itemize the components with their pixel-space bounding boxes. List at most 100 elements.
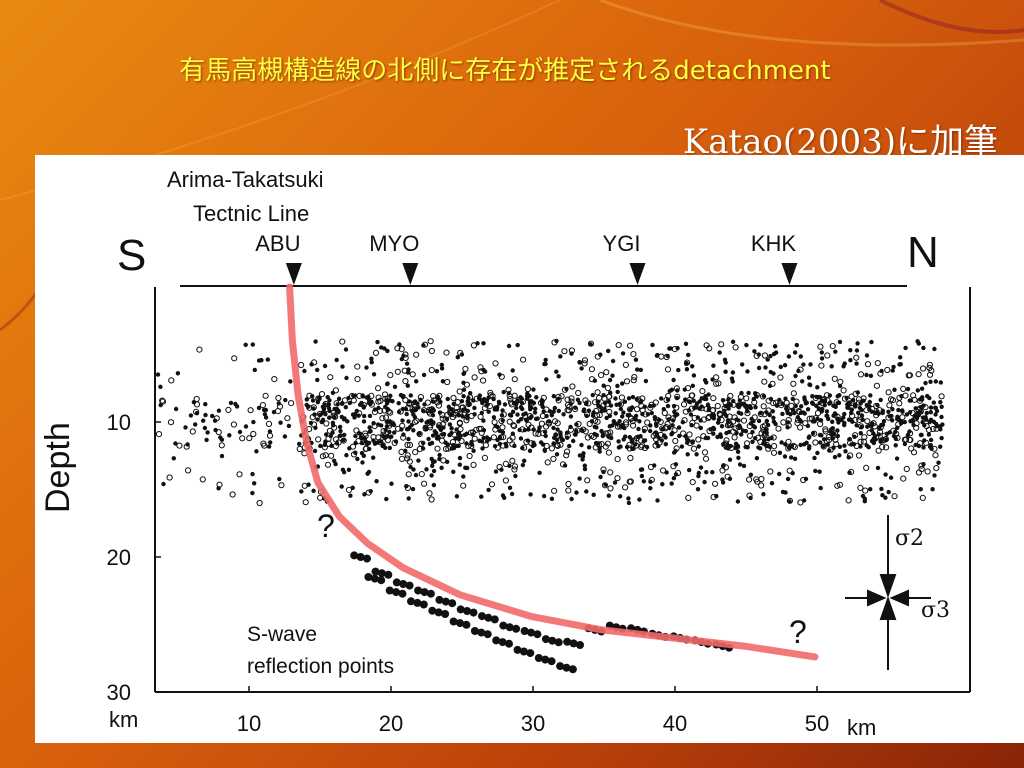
seismicity-point bbox=[520, 445, 525, 451]
seismicity-point bbox=[792, 350, 798, 355]
seismicity-point bbox=[658, 396, 664, 401]
seismicity-point bbox=[481, 454, 488, 461]
seismicity-point bbox=[588, 376, 596, 383]
reflection-point bbox=[469, 608, 478, 617]
seismicity-point bbox=[404, 441, 411, 449]
seismicity-point bbox=[638, 434, 643, 439]
seismicity-point bbox=[790, 380, 797, 387]
reflection-label-line2: reflection points bbox=[247, 655, 394, 678]
seismicity-point bbox=[701, 449, 709, 456]
seismicity-point bbox=[785, 425, 790, 430]
seismicity-point bbox=[608, 435, 614, 441]
seismicity-point bbox=[790, 390, 797, 397]
seismicity-point bbox=[213, 427, 218, 433]
seismicity-point bbox=[554, 369, 559, 374]
seismicity-point bbox=[635, 396, 642, 403]
seismicity-point bbox=[565, 487, 572, 494]
seismicity-point bbox=[857, 371, 865, 378]
seismicity-point bbox=[584, 400, 589, 405]
seismicity-point bbox=[586, 420, 593, 427]
seismicity-point bbox=[859, 407, 864, 413]
seismicity-point bbox=[727, 392, 734, 400]
seismicity-point bbox=[574, 422, 579, 427]
seismicity-point bbox=[799, 379, 805, 384]
seismicity-point bbox=[322, 363, 328, 369]
seismicity-point bbox=[252, 367, 258, 373]
seismicity-point bbox=[405, 471, 412, 478]
reflection-point bbox=[520, 627, 529, 635]
seismicity-point bbox=[506, 343, 512, 349]
seismicity-point bbox=[614, 456, 621, 463]
seismicity-point bbox=[455, 436, 460, 441]
reflection-point bbox=[426, 589, 435, 598]
seismicity-point bbox=[610, 358, 616, 364]
reflection-point bbox=[576, 641, 584, 649]
seismicity-point bbox=[475, 341, 480, 346]
seismicity-point bbox=[916, 341, 921, 346]
seismicity-point bbox=[798, 404, 804, 409]
seismicity-point bbox=[915, 371, 922, 378]
seismicity-point bbox=[531, 387, 536, 392]
seismicity-point bbox=[634, 367, 640, 372]
seismicity-point bbox=[379, 423, 384, 428]
seismicity-point bbox=[327, 374, 334, 381]
seismicity-point bbox=[889, 418, 895, 423]
seismicity-point bbox=[698, 425, 703, 431]
seismicity-point bbox=[623, 378, 631, 385]
seismicity-point bbox=[719, 467, 726, 474]
seismicity-point bbox=[482, 442, 489, 449]
seismicity-point bbox=[626, 500, 632, 506]
seismicity-point bbox=[607, 413, 613, 418]
seismicity-point bbox=[461, 474, 466, 479]
seismicity-point bbox=[250, 471, 255, 477]
seismicity-point bbox=[400, 418, 405, 423]
seismicity-point bbox=[886, 402, 893, 409]
seismicity-point bbox=[689, 479, 696, 486]
seismicity-point bbox=[515, 412, 520, 417]
seismicity-point bbox=[600, 431, 606, 437]
seismicity-point bbox=[896, 407, 901, 413]
seismicity-point bbox=[683, 341, 689, 347]
seismicity-point bbox=[230, 421, 237, 428]
seismicity-point bbox=[597, 445, 602, 451]
seismicity-point bbox=[344, 375, 349, 381]
seismicity-point bbox=[864, 353, 870, 358]
seismicity-point bbox=[564, 448, 571, 455]
seismicity-point bbox=[365, 471, 370, 476]
seismicity-point bbox=[350, 485, 355, 490]
seismicity-point bbox=[404, 361, 410, 366]
detachment-curve bbox=[286, 283, 819, 661]
reflection-point bbox=[405, 581, 414, 590]
seismicity-point bbox=[424, 467, 429, 472]
reflection-point bbox=[484, 613, 493, 622]
seismicity-point bbox=[317, 494, 324, 501]
seismicity-point bbox=[786, 497, 794, 504]
seismicity-point bbox=[568, 424, 573, 430]
seismicity-point bbox=[532, 410, 538, 415]
seismicity-point bbox=[753, 405, 758, 410]
seismicity-point bbox=[879, 443, 886, 450]
seismicity-point bbox=[359, 450, 365, 456]
seismicity-point bbox=[380, 431, 387, 438]
seismicity-point bbox=[785, 408, 790, 414]
seismicity-point bbox=[821, 382, 826, 387]
seismicity-point bbox=[847, 470, 852, 475]
seismicity-point bbox=[938, 427, 943, 432]
reflection-point bbox=[434, 608, 443, 617]
seismicity-point bbox=[730, 339, 736, 345]
seismicity-point bbox=[756, 445, 761, 450]
seismicity-point bbox=[638, 467, 644, 472]
seismicity-point bbox=[775, 425, 782, 432]
seismicity-point bbox=[632, 442, 638, 447]
reflection-point bbox=[371, 567, 380, 576]
seismicity-point bbox=[385, 381, 390, 387]
reflection-point bbox=[568, 665, 577, 674]
seismicity-point bbox=[932, 346, 937, 352]
seismicity-point bbox=[837, 378, 844, 385]
seismicity-point bbox=[173, 406, 179, 412]
seismicity-point bbox=[556, 374, 561, 379]
seismicity-point bbox=[926, 432, 932, 437]
seismicity-point bbox=[554, 420, 561, 427]
seismicity-point bbox=[843, 449, 848, 454]
seismicity-point bbox=[566, 443, 572, 449]
